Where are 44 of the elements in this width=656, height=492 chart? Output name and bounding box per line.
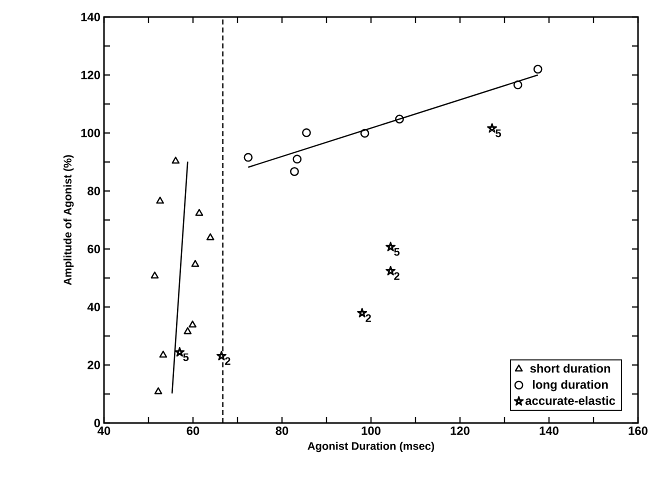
x-axis-title: Agonist Duration (msec)	[308, 442, 434, 452]
point	[184, 327, 192, 334]
legend-label: short duration	[530, 364, 610, 373]
point	[154, 387, 162, 394]
annotation: 5	[183, 353, 189, 362]
annotation: 5	[496, 130, 502, 138]
point	[172, 156, 180, 164]
y-tick-label: 40	[87, 302, 100, 312]
y-tick-label: 60	[88, 244, 100, 254]
x-tick-label: 160	[628, 426, 648, 435]
point	[191, 260, 200, 267]
x-tick-label: 80	[276, 426, 288, 435]
x-tick-label: 40	[98, 426, 110, 435]
annotation: 2	[366, 314, 371, 322]
point	[302, 128, 311, 138]
point	[206, 233, 214, 240]
point	[290, 167, 299, 176]
legend-label: long duration	[532, 380, 608, 392]
y-axis-title: Amplitude of Agonist (%)	[63, 155, 74, 286]
point	[513, 80, 522, 90]
point	[159, 350, 168, 358]
annotation: 5	[394, 248, 400, 256]
x-tick-label: 140	[540, 426, 558, 435]
x-tick-label: 120	[450, 426, 470, 435]
annotation: 2	[394, 272, 400, 280]
y-tick-label: 20	[88, 360, 100, 370]
y-tick-label: 140	[81, 12, 100, 22]
point	[156, 196, 164, 204]
y-tick-label: 120	[81, 70, 100, 80]
point	[195, 208, 204, 216]
legend-label: accurate-elastic	[525, 396, 616, 405]
x-tick-label: 60	[186, 426, 200, 435]
x-tick-label: 100	[362, 426, 380, 435]
point	[533, 64, 542, 74]
annotation: 2	[225, 357, 230, 365]
point	[150, 272, 159, 279]
point	[244, 152, 253, 162]
y-tick-label: 0	[94, 418, 100, 428]
point	[188, 320, 196, 328]
y-tick-label: 100	[81, 128, 100, 138]
point	[360, 128, 370, 138]
point	[395, 114, 404, 124]
y-tick-label: 80	[88, 186, 100, 196]
point	[292, 154, 302, 164]
